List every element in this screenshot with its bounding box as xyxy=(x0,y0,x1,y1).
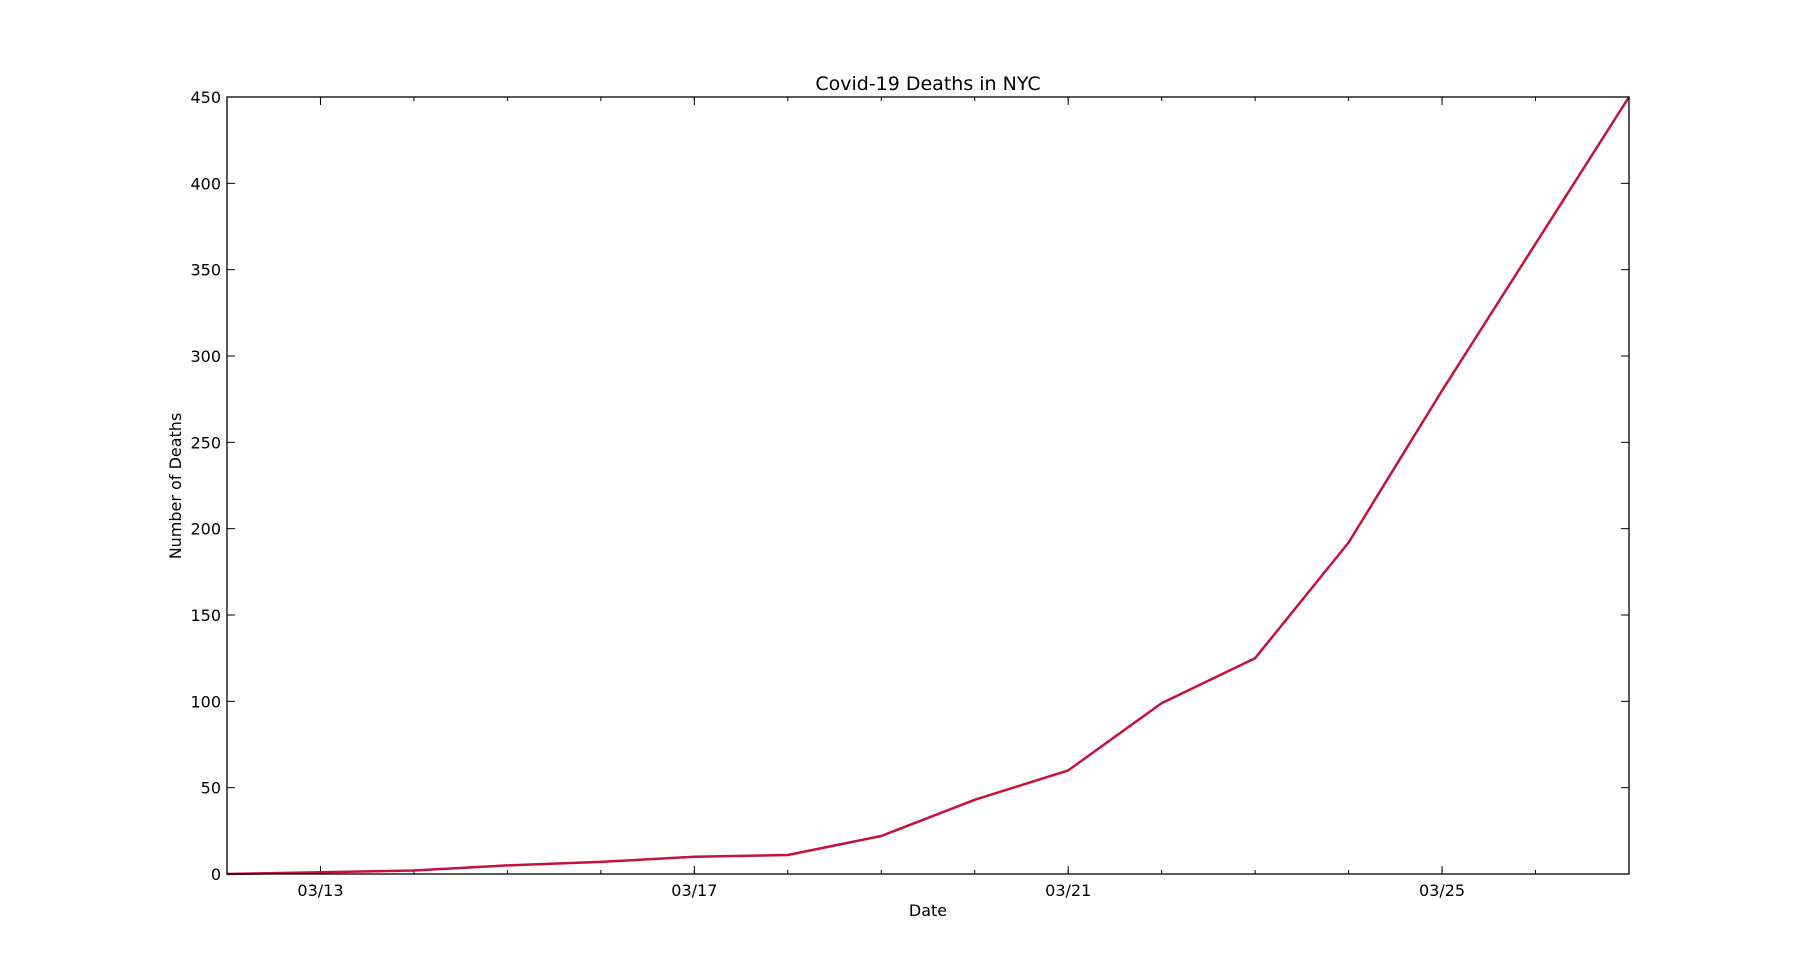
y-tick-label: 100 xyxy=(190,692,221,711)
series-line xyxy=(226,96,1631,876)
x-tick-label: 03/21 xyxy=(1045,881,1091,900)
y-tick-label: 50 xyxy=(201,779,221,798)
plot-background xyxy=(227,97,1629,874)
y-tick-label: 350 xyxy=(190,261,221,280)
y-tick-label: 300 xyxy=(190,347,221,366)
plot-frame xyxy=(226,96,1630,875)
x-tick-label: 03/25 xyxy=(1419,881,1465,900)
y-axis-ticks: 0 50 100 150 200 250 300 350 400 450 xyxy=(190,88,1629,884)
x-axis-label: Date xyxy=(909,901,947,920)
x-tick-label: 03/17 xyxy=(671,881,717,900)
x-axis-ticks: 03/13 03/17 03/21 03/25 xyxy=(297,97,1465,900)
y-tick-label: 0 xyxy=(211,865,221,884)
y-tick-label: 200 xyxy=(190,520,221,539)
chart-title: Covid-19 Deaths in NYC xyxy=(815,73,1040,95)
x-tick-label: 03/13 xyxy=(297,881,343,900)
y-tick-label: 250 xyxy=(190,433,221,452)
y-axis-label: Number of Deaths xyxy=(166,413,185,560)
y-tick-label: 450 xyxy=(190,88,221,107)
y-tick-label: 150 xyxy=(190,606,221,625)
y-tick-label: 400 xyxy=(190,174,221,193)
